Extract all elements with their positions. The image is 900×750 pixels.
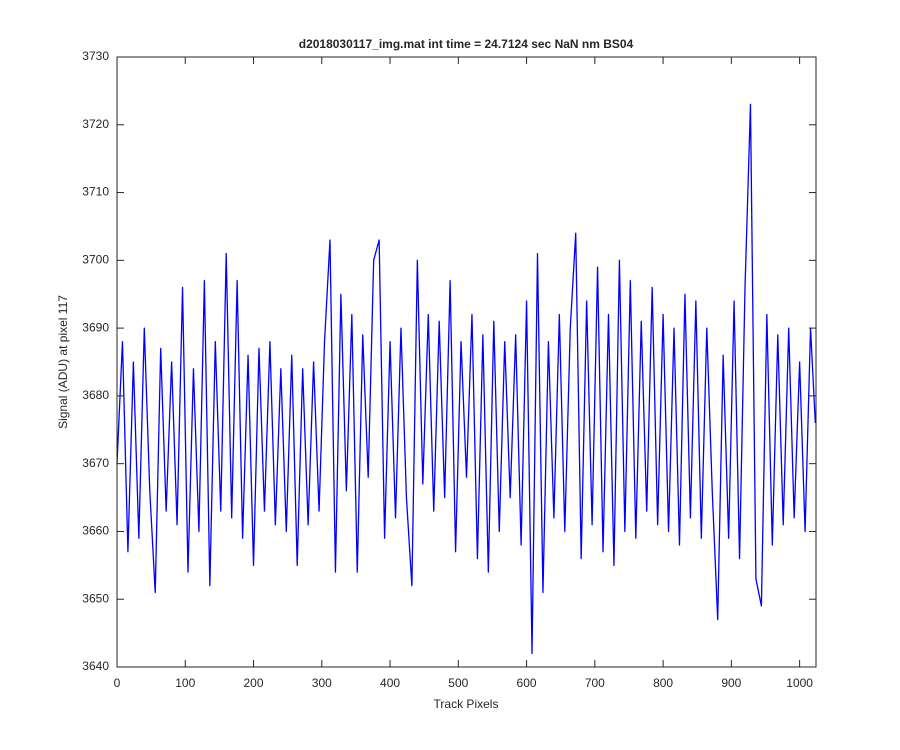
y-tick-label: 3710 (82, 185, 109, 199)
x-tick-label: 1000 (786, 676, 813, 690)
y-tick-label: 3640 (82, 659, 109, 673)
data-line (116, 103, 816, 655)
plot-area (117, 57, 816, 667)
y-tick-label: 3670 (82, 456, 109, 470)
x-tick-label: 500 (448, 676, 468, 690)
y-tick-label: 3680 (82, 388, 109, 402)
x-tick-label: 900 (721, 676, 741, 690)
x-tick-label: 100 (175, 676, 195, 690)
y-tick-label: 3700 (82, 253, 109, 267)
x-tick-label: 300 (312, 676, 332, 690)
y-tick-label: 3720 (82, 117, 109, 131)
x-axis-label: Track Pixels (434, 697, 499, 711)
y-tick-label: 3690 (82, 320, 109, 334)
x-tick-label: 800 (653, 676, 673, 690)
x-tick-label: 700 (585, 676, 605, 690)
chart-title: d2018030117_img.mat int time = 24.7124 s… (299, 37, 634, 51)
x-tick-label: 600 (517, 676, 537, 690)
x-tick-label: 0 (114, 676, 121, 690)
x-tick-label: 200 (244, 676, 264, 690)
axes-box (116, 56, 817, 668)
y-axis-label: Signal (ADU) at pixel 117 (56, 295, 70, 429)
y-tick-label: 3730 (82, 49, 109, 63)
y-tick-label: 3650 (82, 591, 109, 605)
y-tick-label: 3660 (82, 524, 109, 538)
plot-content (116, 103, 816, 655)
x-tick-label: 400 (380, 676, 400, 690)
